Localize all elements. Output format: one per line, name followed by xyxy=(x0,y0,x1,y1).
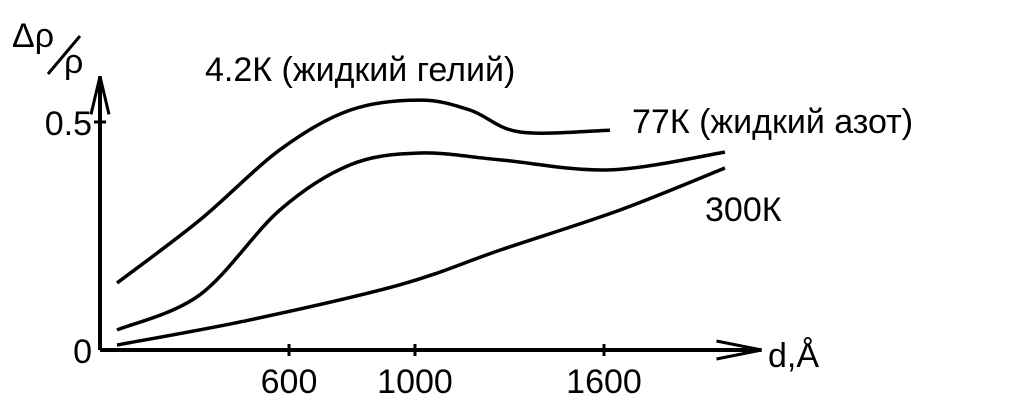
y-label-numerator: Δρ xyxy=(12,17,54,55)
y-label-slash xyxy=(46,35,82,75)
x-label: d,Å xyxy=(768,337,819,375)
y-tick-label: 0.5 xyxy=(45,105,92,143)
x-axis-arrow xyxy=(716,339,762,361)
line xyxy=(116,150,726,332)
x-tick-label: 600 xyxy=(261,363,318,401)
y-label-denominator: ρ xyxy=(64,43,83,81)
line xyxy=(116,166,726,347)
series-label: 4.2К (жидкий гелий) xyxy=(205,51,515,89)
series-label: 77К (жидкий азот) xyxy=(632,103,913,141)
line xyxy=(115,98,611,285)
x-tick-label: 1600 xyxy=(566,363,642,401)
series-label: 300К xyxy=(705,191,782,229)
x-tick-label: 1000 xyxy=(377,363,453,401)
y-tick-label: 0 xyxy=(73,333,92,371)
y-axis-arrow xyxy=(89,76,111,115)
